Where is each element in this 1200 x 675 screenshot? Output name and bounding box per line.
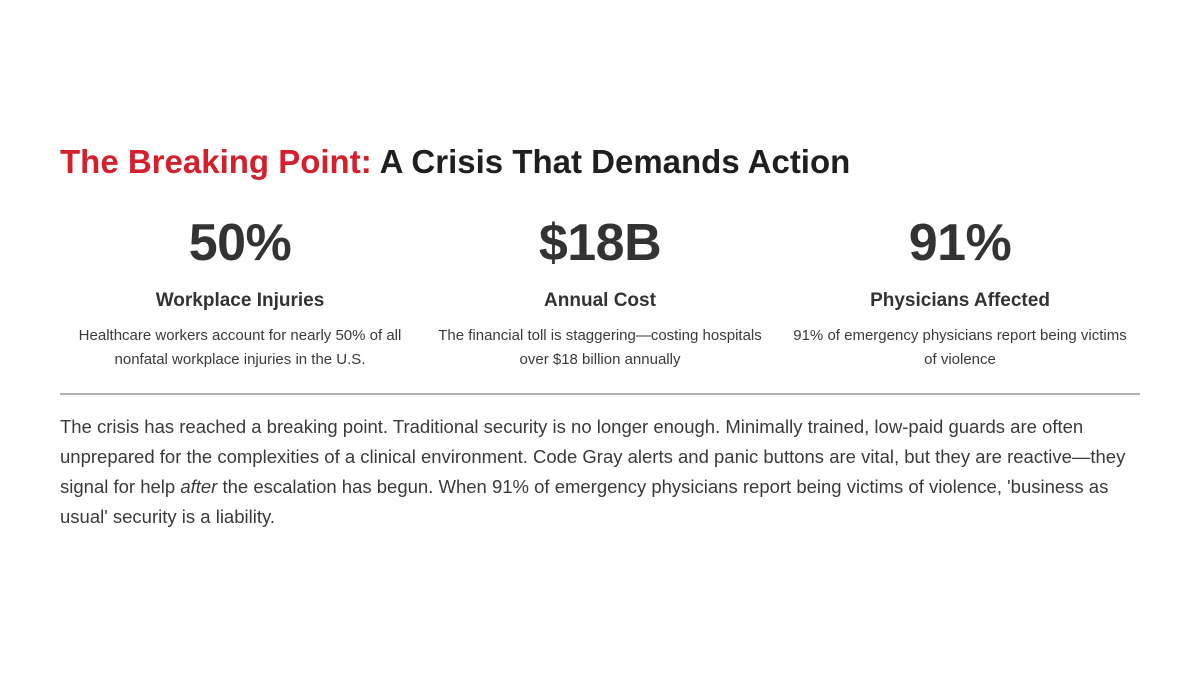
- stat-description: The financial toll is staggering—costing…: [438, 327, 762, 368]
- stat-description: 91% of emergency physicians report being…: [793, 327, 1127, 368]
- stat-workplace-injuries: 50% Workplace Injuries Healthcare worker…: [60, 208, 420, 372]
- body-text-end: the escalation has begun. When 91% of em…: [60, 476, 1109, 527]
- stat-value: 91%: [908, 214, 1012, 272]
- title-rest: A Crisis That Demands Action: [379, 143, 851, 180]
- stat-physicians-affected: 91% Physicians Affected 91% of emergency…: [780, 208, 1140, 372]
- stat-description: Healthcare workers account for nearly 50…: [78, 327, 402, 368]
- section-divider: [60, 393, 1140, 395]
- slide: The Breaking Point: A Crisis That Demand…: [60, 0, 1140, 675]
- stat-label: Annual Cost: [544, 290, 656, 311]
- stat-label: Workplace Injuries: [155, 290, 325, 311]
- body-emphasis: after: [180, 476, 218, 497]
- stat-value: 50%: [188, 214, 292, 272]
- title-accent: The Breaking Point:: [60, 143, 372, 180]
- stats-row: 50% Workplace Injuries Healthcare worker…: [60, 208, 1140, 372]
- body-text-start: The crisis has reached a breaking point.…: [60, 416, 1126, 497]
- page-title: The Breaking Point: A Crisis That Demand…: [60, 140, 850, 184]
- stat-label: Physicians Affected: [870, 290, 1050, 311]
- stat-annual-cost: $18B Annual Cost The financial toll is s…: [420, 208, 780, 372]
- body-paragraph: The crisis has reached a breaking point.…: [60, 412, 1140, 532]
- stat-value: $18B: [538, 214, 662, 272]
